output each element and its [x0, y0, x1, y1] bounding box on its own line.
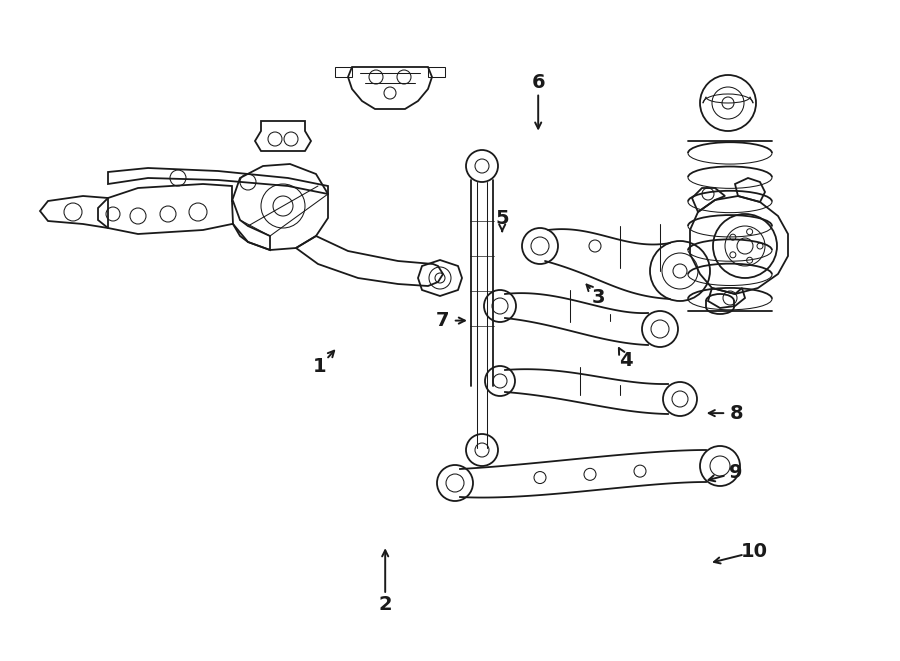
Text: 4: 4: [618, 351, 633, 369]
Text: 5: 5: [495, 209, 509, 227]
Text: 1: 1: [312, 358, 327, 376]
Text: 10: 10: [741, 543, 768, 561]
Text: 9: 9: [729, 463, 742, 482]
Text: 8: 8: [729, 404, 743, 422]
Text: 6: 6: [531, 73, 545, 92]
Text: 7: 7: [436, 311, 450, 330]
Text: 2: 2: [378, 596, 392, 614]
Text: 3: 3: [592, 288, 605, 307]
